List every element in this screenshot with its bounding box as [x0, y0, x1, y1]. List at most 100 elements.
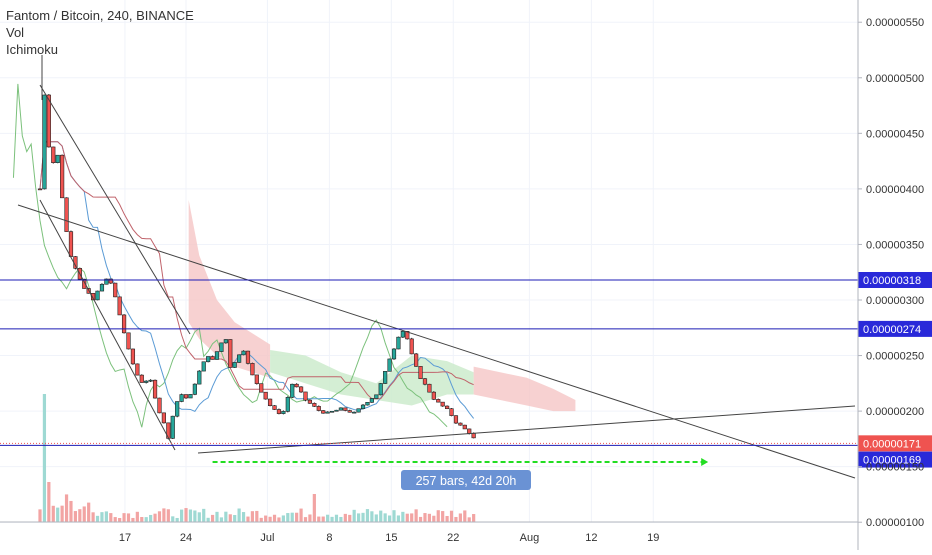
volume-bar	[233, 515, 237, 522]
volume-bar	[210, 514, 215, 522]
candle-body	[241, 350, 246, 356]
volume-bar	[144, 517, 148, 522]
candle-body	[148, 379, 153, 382]
x-tick-label-2: Jul	[260, 532, 274, 544]
trend-line-steep-lower	[39, 199, 176, 451]
volume-bar	[78, 509, 82, 522]
volume-bar	[113, 517, 117, 522]
indicator-vol[interactable]: Vol	[6, 25, 25, 40]
candle-body	[206, 356, 211, 363]
candle-body	[60, 154, 65, 199]
candle-body	[135, 363, 140, 376]
candle-body	[369, 398, 374, 403]
current-price-label: 0.00000171	[863, 438, 921, 450]
volume-bar	[109, 513, 113, 522]
candle-body	[170, 415, 175, 439]
volume-bar	[228, 514, 232, 522]
x-tick-label-4: 15	[385, 532, 397, 544]
candle-body	[64, 197, 69, 232]
volume-bar	[467, 517, 471, 522]
measure-tool: 257 bars, 42d 20h	[212, 458, 709, 490]
candle-body	[444, 405, 450, 409]
candle-body	[316, 406, 321, 411]
candle-body	[396, 336, 401, 350]
candle-body	[179, 394, 184, 402]
candle-body	[312, 403, 317, 407]
volume-bar	[157, 511, 162, 522]
y-tick-label-5: 0.00000300	[866, 295, 924, 307]
candle-body	[183, 394, 189, 399]
candle-body	[161, 412, 167, 424]
candle-body	[37, 188, 43, 191]
candle-body	[197, 370, 202, 385]
candle-body	[405, 330, 410, 340]
candle-body	[409, 338, 414, 355]
volume-bar	[432, 515, 436, 522]
candle-body	[245, 350, 251, 364]
volume-bar	[449, 510, 454, 522]
candle-body	[228, 339, 233, 368]
volume-bar	[379, 510, 383, 522]
volume-bar	[445, 515, 449, 522]
trend-lines	[17, 55, 856, 479]
volume-bar	[396, 515, 401, 522]
candle-body	[285, 397, 290, 412]
volume-bar	[392, 510, 396, 522]
measure-label-box	[401, 470, 531, 490]
candle-body	[95, 290, 100, 301]
volume-bar	[118, 517, 122, 522]
candle-body	[378, 383, 383, 396]
candle-body	[232, 362, 237, 368]
volume-bar	[153, 513, 157, 522]
candle-body	[237, 354, 242, 363]
current-price-tag	[858, 435, 932, 452]
volume-bar	[197, 512, 201, 522]
volume-bar	[219, 517, 224, 522]
volume-bar	[370, 511, 374, 522]
indicator-ichimoku[interactable]: Ichimoku	[6, 42, 59, 57]
volume-bar	[423, 513, 427, 522]
volume-bar	[241, 512, 246, 522]
candle-body	[391, 348, 397, 360]
volume-bar	[290, 512, 294, 522]
level-tag-label-1: 0.00000274	[863, 324, 921, 336]
volume-bar	[361, 512, 365, 522]
y-tick-label-9: 0.00000100	[866, 517, 924, 529]
volume-bar	[343, 513, 347, 522]
cloud-red-2	[473, 366, 576, 412]
candle-body	[42, 94, 47, 190]
candle-body	[453, 415, 459, 424]
volume-bar	[441, 511, 445, 522]
lagging-span	[12, 83, 448, 428]
candle-body	[383, 371, 388, 384]
volume-bar	[47, 482, 51, 522]
candle-body	[352, 411, 357, 414]
candle-body	[422, 378, 428, 385]
volume-bar	[38, 509, 42, 522]
volume-bar	[73, 511, 77, 522]
volume-bar	[56, 507, 60, 522]
grid	[0, 0, 858, 523]
candle-body	[338, 407, 344, 411]
volume-bar	[87, 502, 91, 522]
candle-body	[51, 146, 56, 163]
candle-body	[294, 383, 299, 388]
volume-bars	[38, 394, 476, 522]
candle-body	[201, 361, 206, 372]
candle-body	[329, 410, 335, 413]
candle-body	[99, 283, 105, 292]
candle-body	[436, 399, 441, 403]
x-tick-label-1: 24	[180, 532, 192, 544]
candle-body	[467, 428, 472, 434]
volume-bar	[365, 509, 370, 522]
candle-body	[139, 374, 144, 383]
marker-price-label: 0.00000169	[863, 455, 921, 467]
trend-line-descending-long	[17, 204, 856, 479]
y-tick-label-3: 0.00000400	[866, 184, 924, 196]
candle-body	[55, 154, 60, 163]
marker-price-tag	[858, 451, 932, 468]
volume-bar	[126, 513, 131, 522]
candle-body	[192, 383, 197, 395]
